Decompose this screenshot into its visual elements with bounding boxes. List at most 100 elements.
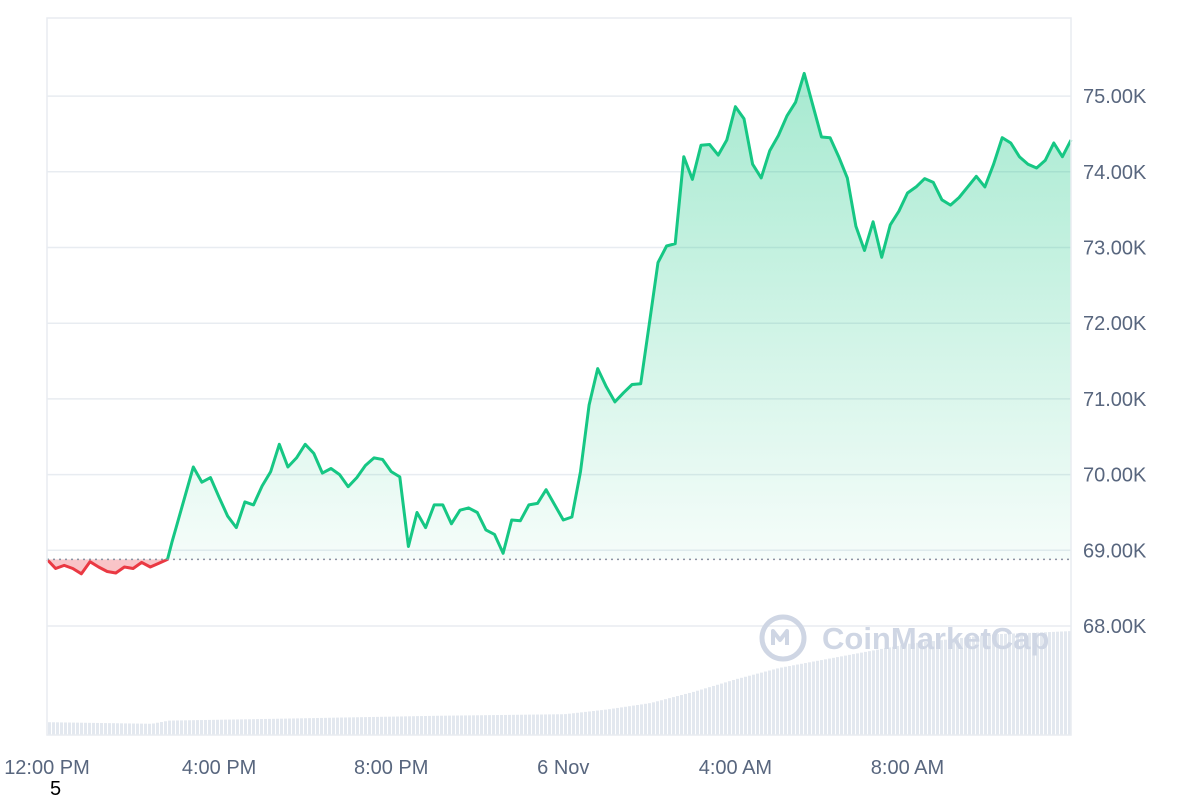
volume-bar bbox=[384, 716, 387, 735]
volume-bar bbox=[496, 715, 499, 735]
volume-bar bbox=[196, 720, 199, 735]
volume-bar bbox=[1068, 631, 1071, 735]
volume-bar bbox=[620, 707, 623, 735]
volume-bar bbox=[304, 718, 307, 735]
volume-bar bbox=[116, 723, 119, 735]
volume-bar bbox=[452, 715, 455, 735]
volume-bar bbox=[512, 714, 515, 735]
volume-bar bbox=[644, 703, 647, 735]
volume-bar bbox=[684, 693, 687, 735]
volume-bar bbox=[268, 718, 271, 735]
volume-bar bbox=[276, 718, 279, 735]
volume-bar bbox=[76, 722, 79, 735]
volume-bar bbox=[860, 652, 863, 735]
volume-bars bbox=[48, 631, 1071, 735]
volume-bar bbox=[912, 643, 915, 735]
volume-bar bbox=[188, 720, 191, 735]
volume-bar bbox=[220, 719, 223, 735]
volume-bar bbox=[1060, 631, 1063, 735]
volume-bar bbox=[732, 680, 735, 735]
volume-bar bbox=[760, 672, 763, 735]
volume-bar bbox=[632, 705, 635, 735]
volume-bar bbox=[916, 642, 919, 735]
volume-bar bbox=[1020, 633, 1023, 735]
volume-bar bbox=[776, 668, 779, 735]
volume-bar bbox=[484, 715, 487, 735]
volume-bar bbox=[612, 708, 615, 735]
volume-bar bbox=[240, 719, 243, 735]
price-area bbox=[47, 73, 1071, 574]
volume-bar bbox=[516, 714, 519, 735]
volume-bar bbox=[504, 714, 507, 735]
volume-bar bbox=[932, 641, 935, 735]
volume-bar bbox=[600, 710, 603, 735]
volume-bar bbox=[260, 719, 263, 735]
volume-bar bbox=[396, 716, 399, 735]
volume-bar bbox=[664, 699, 667, 735]
volume-bar bbox=[104, 723, 107, 735]
volume-bar bbox=[536, 714, 539, 735]
volume-bar bbox=[1008, 633, 1011, 735]
volume-bar bbox=[896, 645, 899, 735]
volume-bar bbox=[236, 719, 239, 735]
volume-bar bbox=[872, 650, 875, 735]
volume-bar bbox=[444, 715, 447, 735]
volume-bar bbox=[80, 722, 83, 735]
volume-bar bbox=[544, 714, 547, 735]
volume-bar bbox=[292, 718, 295, 735]
volume-bar bbox=[564, 714, 567, 735]
volume-bar bbox=[832, 657, 835, 735]
x-tick-label: 12:00 PM bbox=[4, 757, 90, 779]
volume-bar bbox=[124, 723, 127, 735]
volume-bar bbox=[576, 712, 579, 735]
volume-bar bbox=[364, 717, 367, 735]
volume-bar bbox=[404, 716, 407, 735]
volume-bar bbox=[588, 711, 591, 735]
volume-bar bbox=[968, 637, 971, 735]
volume-bar bbox=[112, 723, 115, 735]
volume-bar bbox=[432, 715, 435, 735]
volume-bar bbox=[324, 717, 327, 735]
volume-bar bbox=[856, 653, 859, 735]
volume-bar bbox=[848, 654, 851, 735]
volume-bar bbox=[960, 637, 963, 735]
volume-bar bbox=[1036, 632, 1039, 735]
x-tick-label: 8:00 AM bbox=[871, 757, 944, 779]
volume-bar bbox=[988, 634, 991, 735]
volume-bar bbox=[840, 656, 843, 735]
volume-bar bbox=[92, 722, 95, 735]
volume-bar bbox=[792, 665, 795, 735]
volume-bar bbox=[524, 714, 527, 735]
volume-bar bbox=[1024, 633, 1027, 735]
price-line-up bbox=[47, 71, 1073, 560]
volume-bar bbox=[492, 715, 495, 735]
volume-bar bbox=[868, 651, 871, 735]
area-fill-down bbox=[47, 559, 1071, 574]
volume-bar bbox=[652, 702, 655, 735]
volume-bar bbox=[592, 710, 595, 735]
volume-bar bbox=[208, 719, 211, 735]
volume-bar bbox=[148, 723, 151, 735]
volume-bar bbox=[348, 717, 351, 735]
volume-bar bbox=[584, 711, 587, 735]
volume-bar bbox=[824, 659, 827, 735]
volume-bar bbox=[672, 697, 675, 735]
volume-bar bbox=[708, 687, 711, 735]
x-axis-ticks: 12:00 PM 4:00 PM 8:00 PM 6 Nov 4:00 AM 8:00 A… bbox=[4, 757, 944, 779]
volume-bar bbox=[568, 713, 571, 735]
volume-bar bbox=[180, 720, 183, 735]
volume-bar bbox=[680, 695, 683, 735]
volume-bar bbox=[120, 723, 123, 735]
volume-bar bbox=[436, 715, 439, 735]
y-tick-label: 74.00K bbox=[1083, 162, 1147, 184]
volume-bar bbox=[72, 722, 75, 735]
volume-bar bbox=[532, 714, 535, 735]
volume-bar bbox=[336, 717, 339, 735]
volume-bar bbox=[212, 719, 215, 735]
volume-bar bbox=[556, 714, 559, 735]
volume-bar bbox=[440, 715, 443, 735]
volume-bar bbox=[1028, 632, 1031, 735]
volume-bar bbox=[308, 718, 311, 735]
volume-bar bbox=[136, 723, 139, 735]
volume-bar bbox=[192, 720, 195, 735]
